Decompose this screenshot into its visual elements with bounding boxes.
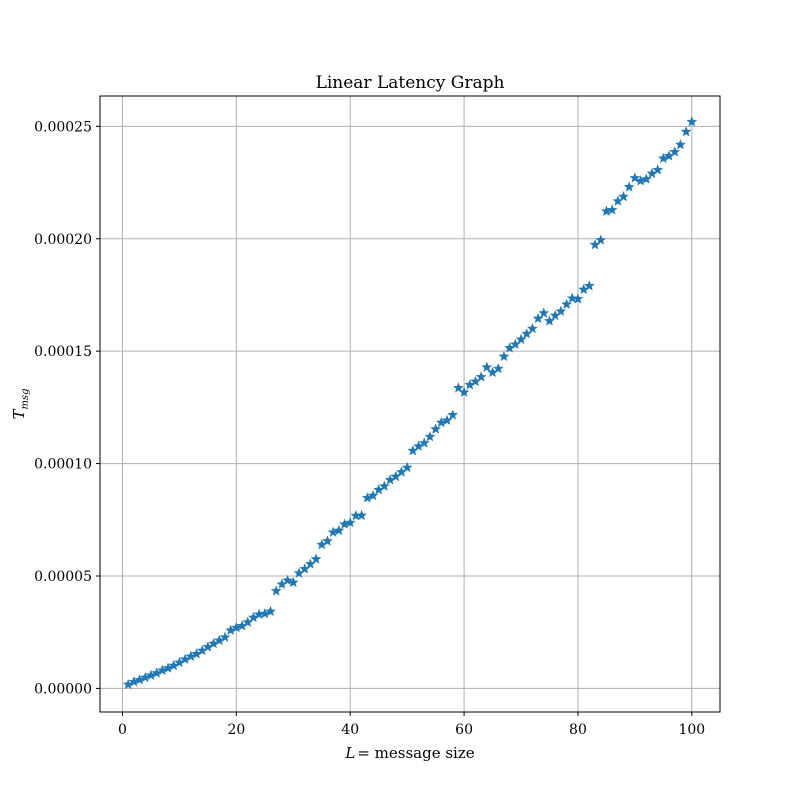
data-point (583, 280, 595, 291)
data-point (282, 574, 294, 586)
data-point (640, 173, 652, 184)
data-point (532, 312, 544, 324)
data-point (669, 146, 681, 157)
data-point (344, 516, 356, 528)
data-point (441, 414, 453, 426)
x-tick-label: 100 (678, 722, 705, 738)
data-point (498, 350, 510, 362)
y-axis-label-subscript: msg (20, 388, 31, 409)
x-tick-label: 80 (569, 722, 587, 738)
data-point (430, 423, 442, 434)
y-axis-label-variable: T (10, 409, 28, 420)
data-point (310, 553, 322, 564)
data-point (629, 172, 641, 183)
data-point (652, 164, 664, 175)
data-point (424, 431, 436, 442)
data-point (572, 293, 584, 304)
data-point (686, 116, 698, 127)
data-point (515, 333, 527, 345)
data-points (122, 116, 698, 690)
data-point (623, 181, 635, 192)
data-point (378, 480, 390, 491)
data-point (481, 361, 493, 373)
plot-area-frame (99, 95, 721, 713)
x-axis-ticks: 0 20 40 60 80 100 (118, 712, 705, 738)
data-point (606, 204, 618, 215)
data-point (367, 489, 379, 501)
grid-lines (100, 96, 720, 712)
data-point (566, 292, 578, 304)
y-axis-ticks: 0.00000 0.00005 0.00010 0.00015 0.00020 0.000… (34, 119, 100, 697)
x-tick-label: 20 (227, 722, 245, 738)
data-point (287, 576, 299, 588)
data-point (538, 307, 550, 318)
data-point (680, 125, 692, 137)
y-tick-label: 0.00010 (34, 457, 92, 473)
y-tick-label: 0.00000 (34, 681, 92, 697)
data-point (492, 362, 504, 374)
data-point (526, 322, 538, 334)
x-tick-label: 40 (341, 722, 359, 738)
data-point (333, 524, 345, 536)
data-point (458, 386, 470, 397)
y-tick-label: 0.00025 (34, 119, 92, 135)
data-point (321, 535, 333, 546)
data-point (219, 631, 231, 643)
data-point (452, 382, 464, 393)
x-axis-label: L = message size (344, 744, 474, 762)
data-point (555, 305, 567, 317)
data-point (543, 315, 555, 326)
y-tick-label: 0.00015 (34, 344, 92, 360)
data-point (475, 371, 487, 382)
x-axis-label-variable: L (344, 744, 355, 762)
x-tick-label: 0 (118, 722, 127, 738)
y-axis-label: Tmsg (10, 388, 31, 419)
y-tick-label: 0.00005 (34, 569, 92, 585)
data-point (618, 190, 629, 202)
data-point (418, 437, 430, 448)
data-point (265, 605, 277, 617)
data-point (447, 409, 459, 420)
data-point (561, 298, 573, 310)
data-point (595, 234, 607, 245)
x-tick-label: 60 (455, 722, 473, 738)
data-point (674, 139, 686, 150)
chart-title: Linear Latency Graph (316, 73, 505, 93)
data-point (401, 461, 413, 473)
data-point (356, 509, 368, 521)
y-tick-label: 0.00020 (34, 232, 92, 248)
x-axis-label-text: = message size (357, 744, 474, 762)
data-point (270, 585, 282, 596)
